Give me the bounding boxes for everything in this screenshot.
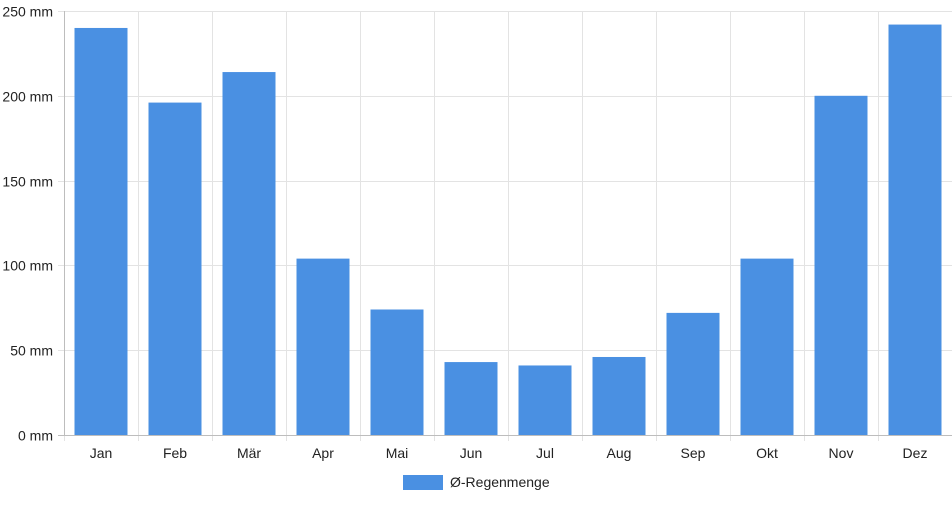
x-axis-tick-labels: Jan Feb Mär Apr Mai Jun Jul Aug Sep Okt Nov Dez <box>90 445 928 461</box>
legend-label: Ø-Regenmenge <box>450 474 550 490</box>
bar-dez <box>888 24 942 436</box>
legend-swatch <box>403 475 443 490</box>
grid-lines <box>58 11 952 441</box>
bar-apr <box>296 258 350 435</box>
y-tick-label: 250 mm <box>2 4 53 20</box>
y-tick-label: 50 mm <box>10 343 53 359</box>
y-tick-label: 100 mm <box>2 258 53 274</box>
bar-aug <box>592 356 646 435</box>
bar-jun <box>444 362 498 435</box>
y-tick-label: 0 mm <box>18 428 53 444</box>
bar-feb <box>148 102 202 436</box>
bar-nov <box>814 95 868 436</box>
legend: Ø-Regenmenge <box>403 474 550 490</box>
x-tick-label: Jan <box>90 445 113 461</box>
x-tick-label: Jun <box>460 445 483 461</box>
x-tick-label: Mai <box>386 445 409 461</box>
x-tick-label: Sep <box>681 445 706 461</box>
x-tick-label: Aug <box>607 445 632 461</box>
bar-mai <box>370 309 424 435</box>
x-tick-label: Mär <box>237 445 261 461</box>
x-tick-label: Nov <box>829 445 854 461</box>
x-tick-label: Dez <box>903 445 928 461</box>
y-axis-tick-labels: 0 mm 50 mm 100 mm 150 mm 200 mm 250 mm <box>2 4 53 444</box>
x-tick-label: Feb <box>163 445 187 461</box>
bar-okt <box>740 258 794 435</box>
bars <box>74 24 942 436</box>
x-tick-label: Okt <box>756 445 778 461</box>
x-tick-label: Apr <box>312 445 334 461</box>
y-tick-label: 150 mm <box>2 174 53 190</box>
bar-jan <box>74 27 128 436</box>
axes <box>58 11 952 436</box>
y-tick-label: 200 mm <box>2 89 53 105</box>
bar-jul <box>518 365 572 435</box>
bar-sep <box>666 312 720 435</box>
x-tick-label: Jul <box>536 445 554 461</box>
bar-mär <box>222 72 276 435</box>
